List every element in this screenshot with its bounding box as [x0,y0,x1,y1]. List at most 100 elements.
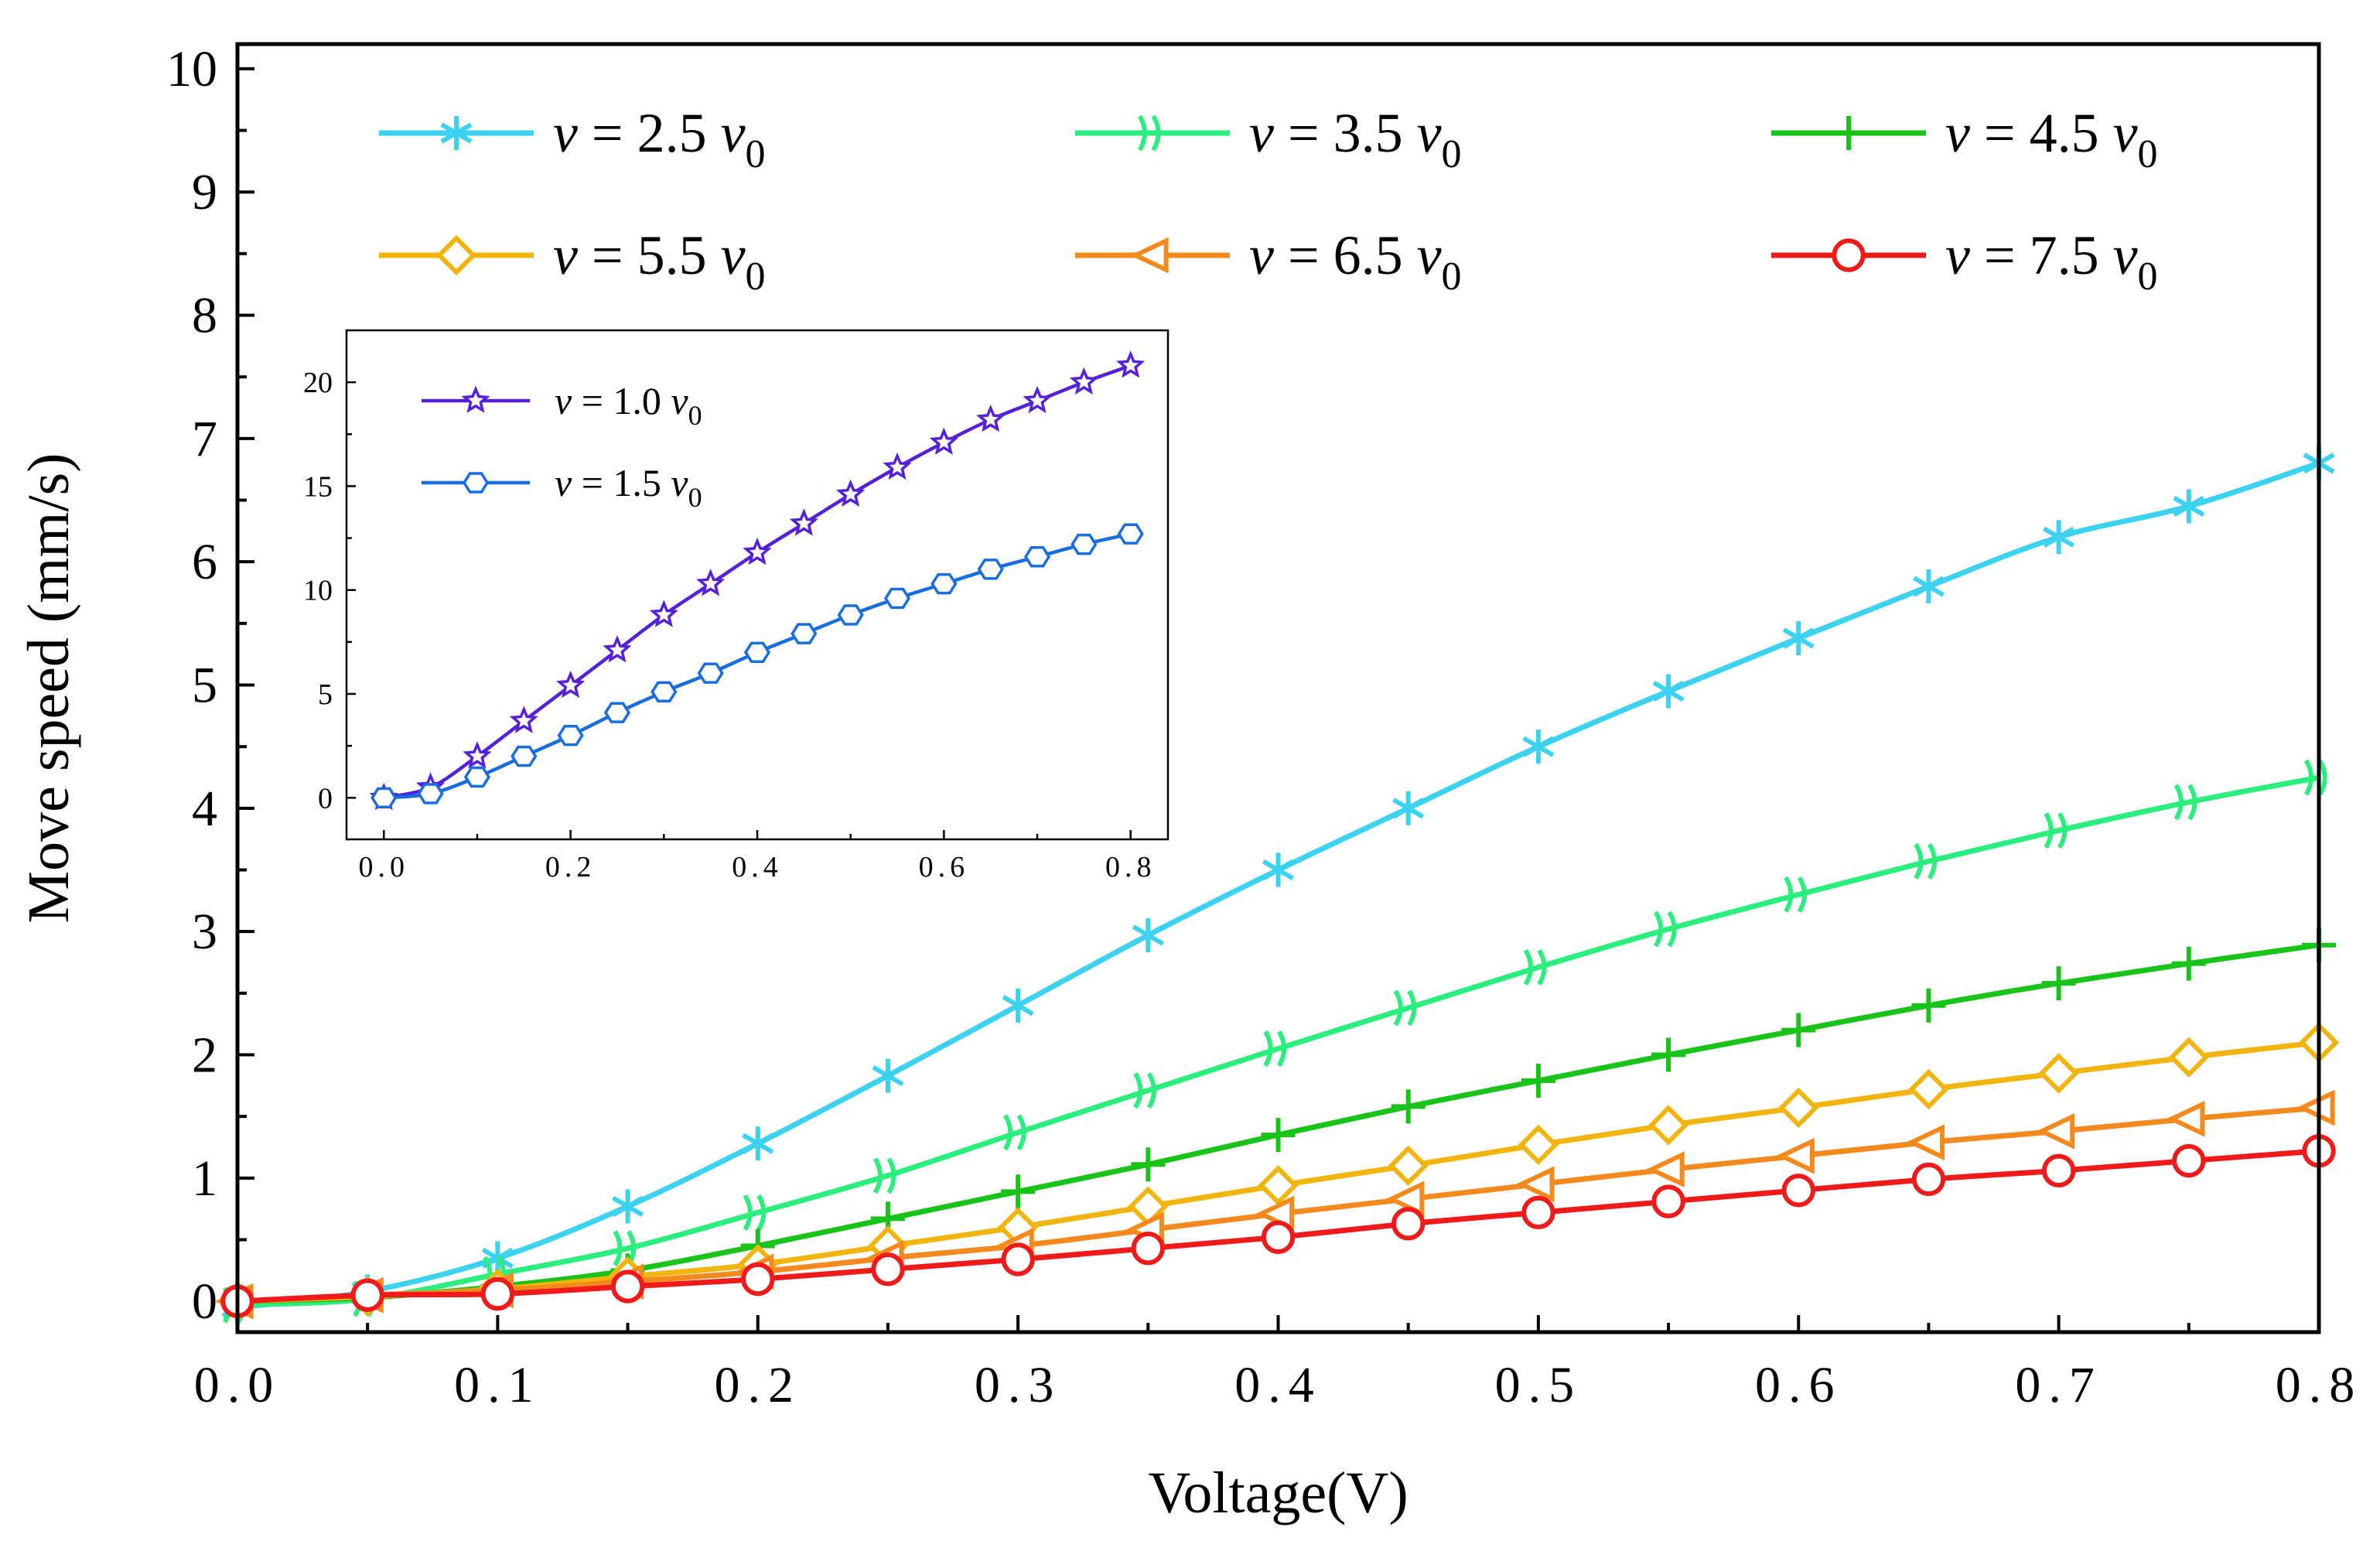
data-point [1391,1089,1426,1124]
axis-ticks: 0.0 0.1 0.2 0.3 0.4 0.5 0.6 0.7 0.8 0 1 2 3 4 5 6 7 8 9 10 [166,41,2363,1413]
inset-data-point [1117,523,1144,545]
data-point [1001,1174,1036,1209]
inset-legend-item: v = 1.5 v0 [422,461,702,513]
data-point [1781,1013,1816,1047]
inset-legend: v = 1.0 v0 v = 1.5 v0 [422,379,702,513]
data-point [2171,946,2206,981]
data-point [2036,1112,2075,1150]
legend: v = 2.5 v0 v = 3.5 v0 v = 4.5 v0v = 5.5 v0… [379,102,2158,299]
y-tick-label: 8 [192,288,217,344]
data-point [1651,1037,1686,1072]
data-point [480,1276,515,1311]
data-point [2173,489,2205,524]
inset-data-point [743,641,771,663]
inset-data-point [696,569,726,596]
inset-data-point [510,745,538,767]
inset-data-point [1069,367,1098,395]
data-point [872,1157,896,1194]
inset-data-point [509,706,538,733]
data-point [1131,1231,1166,1266]
data-point [1518,1124,1559,1166]
data-point [742,1126,774,1161]
data-point [1258,1165,1299,1206]
inset-data-point [836,479,866,507]
y-tick-label: 6 [192,534,217,590]
inset-data-point [789,508,818,536]
legend-var-base: v [2113,224,2138,286]
legend-subscript: 0 [746,132,766,176]
inset-x-tick-label: 0.8 [1105,851,1156,883]
legend-var: v [555,379,572,422]
data-point [743,1194,767,1231]
legend-marker [440,116,473,150]
legend-var-base: v [721,102,746,164]
data-point [1521,1195,1555,1230]
series-group [214,446,2340,1325]
data-point [1653,911,1677,948]
data-point [2303,759,2327,796]
y-tick-label: 1 [192,1150,217,1207]
inset-series-group [369,350,1146,811]
data-point [1388,1145,1429,1187]
y-tick-label: 2 [192,1027,217,1084]
inset-data-point [976,404,1006,432]
inset-data-point [1023,546,1051,568]
x-tick-label: 0.4 [1234,1357,1322,1413]
data-point [1262,853,1295,887]
inset-y-tick-label: 5 [318,678,333,711]
legend-equation: = 6.5 [1274,224,1417,286]
inset-frame [345,329,1170,841]
main-plot: 0.0 0.1 0.2 0.3 0.4 0.5 0.6 0.7 0.8 0 1 2 3 4 5 6 7 8 9 10 V… [16,41,2363,1526]
data-point [1133,1072,1157,1109]
legend-label: v = 1.0 v0 [555,379,702,431]
data-point [1908,1068,1949,1110]
inset-data-point [790,623,818,644]
inset-legend-marker [462,472,490,494]
x-tick-label: 0.8 [2276,1357,2363,1413]
inset-data-point [883,452,912,480]
data-point [1393,989,1417,1027]
legend-marker [435,234,477,276]
legend-item: v = 2.5 v0 [379,102,766,176]
inset-data-point [1070,533,1098,555]
data-point [1385,1181,1425,1218]
legend-item: v = 5.5 v0 [379,224,766,299]
data-point [2043,520,2075,555]
inset-y-tick-label: 15 [303,470,333,503]
data-point [1911,1162,1946,1197]
data-point [1392,791,1425,825]
y-tick-label: 4 [192,781,217,837]
inset-data-point [463,741,492,769]
data-point [2041,1153,2076,1187]
data-point [1002,988,1034,1023]
y-tick-label: 0 [192,1273,217,1330]
inset-data-point [977,559,1004,580]
inset-data-point [697,662,724,684]
inset-y-tick-label: 10 [303,575,333,607]
data-point [1648,1105,1689,1146]
legend-equation: = 1.5 [572,461,671,504]
inset-y-tick-label: 0 [318,782,333,815]
data-point [2172,1143,2206,1178]
data-point [2038,1053,2079,1094]
inset-data-point [370,787,398,808]
legend-var: v [1945,224,1970,286]
legend-marker [1129,237,1169,274]
inset-data-point [837,604,864,626]
legend-equation: = 3.5 [1274,102,1417,164]
series-line [237,774,2320,1308]
series-1 [221,446,2335,1325]
legend-item: v = 6.5 v0 [1075,224,1462,299]
legend-label: v = 3.5 v0 [1249,102,1462,176]
data-point [872,1058,904,1093]
legend-var-base: v [1417,102,1442,164]
inset-data-point [603,702,631,723]
legend-equation: = 5.5 [578,224,721,286]
data-point [1784,876,1807,913]
data-point [1515,1166,1555,1203]
legend-subscript: 0 [1442,132,1462,176]
data-point [1782,620,1815,655]
data-point [612,1189,644,1224]
inset-data-point [743,537,772,565]
data-point [2166,1100,2205,1137]
